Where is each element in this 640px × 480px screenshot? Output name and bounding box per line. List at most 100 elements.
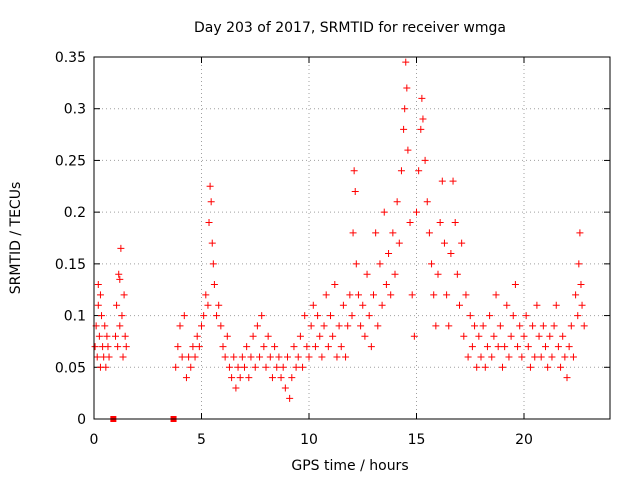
y-tick-label: 0.2 [64,205,86,221]
data-point-marker [221,353,229,361]
data-point-marker [113,301,121,309]
x-tick-label: 5 [197,432,206,448]
data-point-marker [105,353,113,361]
data-point-marker [425,229,433,237]
data-point-marker [365,312,373,320]
data-point-marker [256,353,264,361]
x-tick-label: 20 [515,432,533,448]
data-point-marker [453,270,461,278]
data-point-marker [580,322,588,330]
data-point-marker [294,353,302,361]
data-point-marker [546,332,554,340]
data-point-marker [557,363,565,371]
grid-lines [94,57,610,419]
data-point-marker [202,291,210,299]
data-point-marker [91,343,99,351]
data-point-marker [449,177,457,185]
data-point-marker [490,332,498,340]
data-point-marker [299,363,307,371]
data-point-marker [363,270,371,278]
data-point-marker [121,332,129,340]
data-point-marker [337,343,345,351]
data-point-marker [114,343,122,351]
data-point-marker [264,332,272,340]
data-point-marker [382,281,390,289]
data-point-marker [219,343,227,351]
data-point-marker [352,260,360,268]
y-tick-label: 0.35 [55,50,86,66]
data-point-marker [475,332,483,340]
data-point-marker [333,353,341,361]
data-point-marker [178,353,186,361]
data-point-marker [563,374,571,382]
data-point-marker [281,384,289,392]
data-point-marker [468,343,476,351]
data-point-marker [185,353,193,361]
data-point-marker [473,363,481,371]
data-point-marker [577,281,585,289]
data-point-marker [273,363,281,371]
data-point-marker [438,177,446,185]
data-point-marker [335,322,343,330]
data-point-marker [481,363,489,371]
data-point-marker [413,208,420,216]
plot-frame [93,56,611,420]
data-point-marker [417,125,425,133]
x-tick-label: 15 [408,432,426,448]
data-point-marker [316,332,324,340]
y-tick-label: 0 [77,412,86,428]
data-point-marker [561,353,569,361]
data-point-marker [344,322,352,330]
data-point-marker [486,312,494,320]
data-point-marker [116,275,124,283]
data-point-marker [104,343,112,351]
data-point-marker [565,343,573,351]
data-point-marker [544,363,552,371]
data-point-marker [94,301,102,309]
data-point-marker [372,229,380,237]
data-point-marker [247,353,255,361]
data-point-marker [385,250,393,258]
data-point-marker [271,343,279,351]
data-point-marker [370,291,377,299]
data-point-marker [494,343,502,351]
data-point-marker [251,363,259,371]
data-point-marker [432,322,440,330]
data-point-marker [572,291,580,299]
data-point-marker [176,322,184,330]
data-point-marker [205,218,213,226]
data-point-marker [554,343,562,351]
data-point-marker [198,322,205,330]
data-point-marker [230,353,238,361]
data-point-marker [245,374,253,382]
data-point-marker [187,363,195,371]
data-point-marker [98,312,106,320]
data-point-marker [423,198,431,206]
data-point-marker [348,312,356,320]
data-point-marker [209,260,217,268]
x-axis-label: GPS time / hours [291,458,408,474]
data-point-marker [539,322,547,330]
data-point-marker [421,156,429,164]
data-point-marker [529,322,537,330]
data-point-marker [483,343,491,351]
data-point-marker [458,239,466,247]
data-point-marker [189,343,197,351]
y-tick-label: 0.3 [64,102,86,118]
data-point-marker [357,322,365,330]
data-points [91,58,588,422]
data-point-marker [206,182,214,190]
data-point-marker [520,332,528,340]
data-point-marker [180,312,188,320]
data-point-marker [327,312,334,320]
data-point-marker [303,343,311,351]
y-tick-label: 0.05 [55,360,86,376]
data-point-marker [376,260,384,268]
data-point-marker [182,374,190,382]
y-tick-label: 0.15 [55,257,86,273]
data-point-marker [172,363,180,371]
data-point-marker [410,332,418,340]
data-point-marker [428,260,436,268]
data-point-marker [389,229,397,237]
data-point-marker [395,239,403,247]
